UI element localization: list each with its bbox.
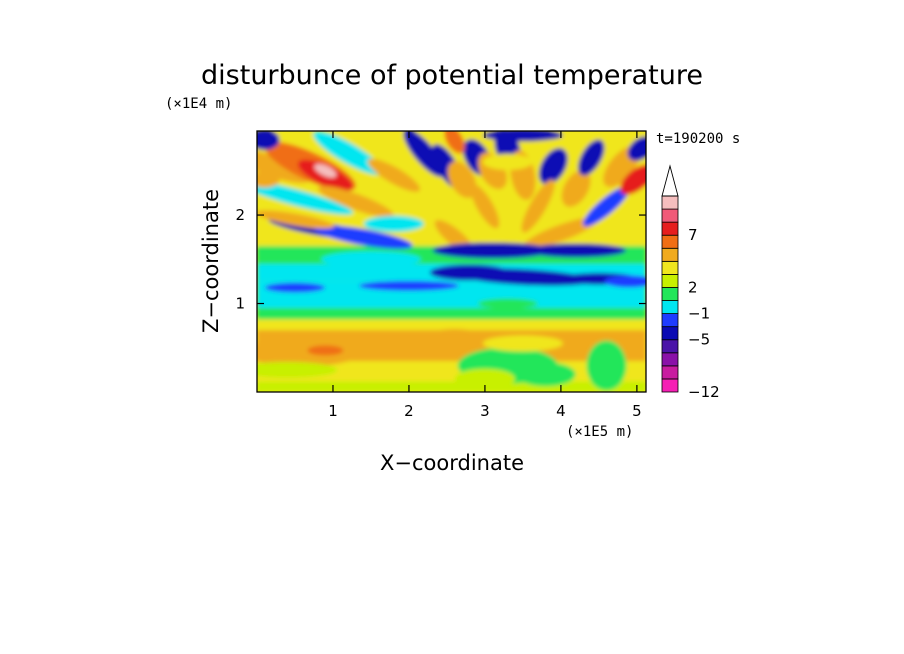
colorbar-label: 2 — [688, 278, 698, 296]
y-unit-label: (×1E4 m) — [165, 96, 232, 112]
field-blob — [515, 362, 576, 387]
x-tick-label: 2 — [404, 402, 414, 420]
field-blob — [447, 161, 477, 198]
field-blob — [523, 217, 599, 249]
colorbar-swatch-9 — [661, 260, 679, 275]
colorbar-swatch-14 — [661, 195, 679, 210]
colorbar-swatch-6 — [661, 300, 679, 314]
plot-frame — [256, 130, 647, 393]
field-blob — [454, 368, 515, 389]
colorbar-swatch-8 — [661, 273, 679, 288]
field-band — [257, 307, 646, 320]
field-blob — [627, 136, 646, 162]
field-blob — [358, 280, 459, 291]
field-blob — [432, 242, 553, 259]
field-blob — [429, 264, 510, 281]
colorbar-label: −5 — [688, 331, 710, 349]
field-blob — [482, 131, 563, 142]
y-axis: 12 — [235, 206, 646, 313]
colorbar-label: −1 — [688, 305, 710, 323]
colorbar-swatch-7 — [661, 287, 679, 301]
colorbar-max-arrow — [661, 164, 679, 197]
colorbar-swatch-4 — [661, 326, 679, 341]
colorbar: −12−5−127 — [661, 164, 720, 401]
x-axis-label: X−coordinate — [380, 451, 524, 475]
chart-title: disturbunce of potential temperature — [201, 60, 703, 91]
colorbar-swatch-2 — [661, 352, 679, 367]
x-tick-label: 1 — [328, 402, 338, 420]
time-label: t=190200 s — [656, 131, 740, 147]
colorbar-swatch-11 — [661, 234, 679, 249]
field-blob — [307, 345, 344, 356]
field-blob — [320, 251, 421, 268]
colorbar-swatch-3 — [661, 339, 679, 354]
colorbar-label: −12 — [688, 383, 720, 401]
field-blob — [620, 164, 646, 195]
x-tick-label: 4 — [556, 402, 566, 420]
x-unit-label: (×1E5 m) — [566, 424, 633, 440]
field-blob — [257, 149, 310, 183]
field-blob — [521, 179, 555, 233]
field-blob — [257, 131, 280, 150]
y-axis-label: Z−coordinate — [199, 189, 223, 333]
field-blob — [586, 340, 627, 391]
field-blob — [403, 131, 445, 177]
colorbar-swatch-12 — [661, 221, 679, 236]
colorbar-swatch-0 — [661, 378, 679, 393]
field-blob — [538, 148, 568, 185]
field-blob — [318, 186, 394, 218]
field-blob — [363, 215, 424, 232]
field-blob — [482, 335, 563, 352]
field-blob — [561, 170, 591, 207]
y-tick-label: 2 — [235, 206, 245, 224]
field-blob — [424, 328, 485, 349]
field-blob — [477, 298, 538, 309]
field-blob — [257, 210, 335, 229]
field-blob — [578, 139, 605, 176]
y-tick-label: 1 — [235, 295, 245, 313]
field-band — [257, 381, 646, 392]
field-blob — [367, 158, 421, 192]
field-blob — [604, 275, 646, 288]
field-blob — [526, 243, 627, 258]
colorbar-label: 7 — [688, 226, 698, 244]
field-blob — [582, 185, 631, 227]
colorbar-swatch-10 — [661, 247, 679, 262]
field-blob — [444, 131, 465, 154]
field-blob — [257, 361, 338, 378]
x-tick-label: 3 — [480, 402, 490, 420]
contour-field — [257, 131, 646, 392]
colorbar-swatch-13 — [661, 208, 679, 223]
field-blob — [482, 153, 533, 170]
colorbar-swatch-1 — [661, 365, 679, 380]
x-axis: 1 2 3 4 5 — [328, 131, 642, 420]
field-blob — [264, 282, 325, 293]
field-blob — [313, 131, 384, 175]
field-band — [257, 319, 646, 331]
field-blob — [314, 164, 337, 178]
x-tick-label: 5 — [632, 402, 642, 420]
field-blob — [470, 184, 500, 229]
field-blob — [314, 225, 413, 249]
colorbar-swatch-5 — [661, 313, 679, 328]
field-blob — [257, 180, 353, 215]
field-blob — [257, 171, 280, 188]
